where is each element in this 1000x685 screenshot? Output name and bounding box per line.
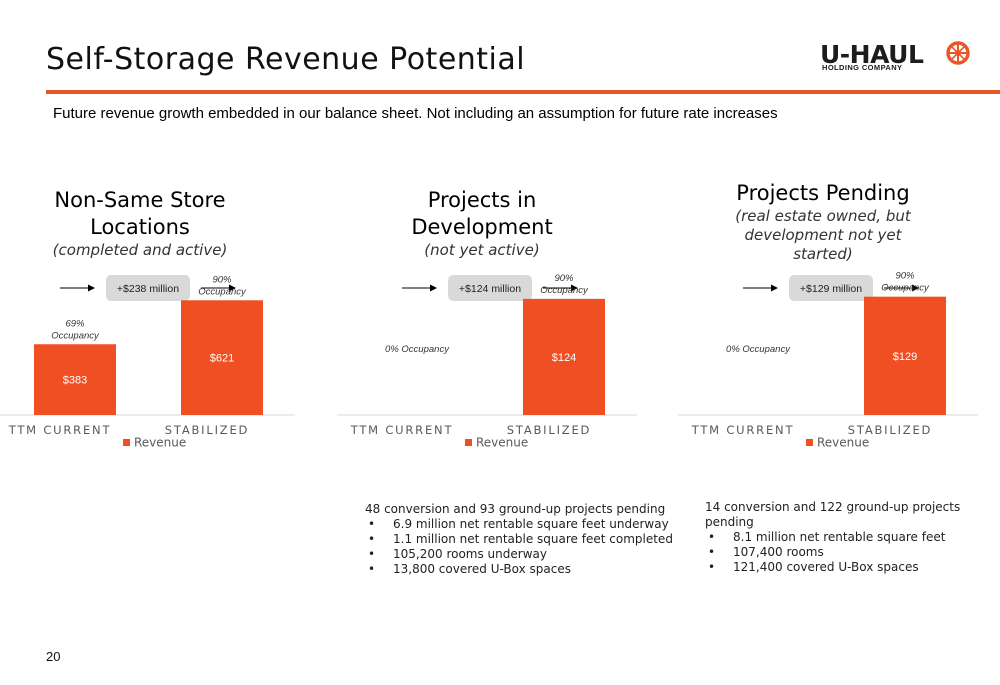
panel-subtitle-line: development not yet — [744, 226, 902, 244]
bar-data-label: $129 — [893, 351, 917, 363]
notes-bullet: 8.1 million net rentable square feet — [705, 530, 1000, 545]
chart-projects-pending: +$129 million 0% Occupancy TTM CURRENT $129… — [678, 272, 978, 450]
panel-subtitle-line: (real estate owned, but — [735, 207, 911, 225]
legend-label: Revenue — [134, 436, 186, 450]
occupancy-annotation: 0% Occupancy — [385, 344, 450, 355]
panel-subtitle-line: started) — [793, 245, 853, 263]
notes-bullet: 6.9 million net rentable square feet und… — [365, 517, 673, 532]
panel-projects-in-development: Projects in Development (not yet active)… — [327, 182, 637, 482]
occupancy-annotation: Occupancy — [198, 286, 247, 297]
revenue-bar — [34, 344, 116, 415]
panel-subtitle: (not yet active) — [327, 241, 637, 260]
arrow-head-icon — [430, 284, 437, 292]
arrow-head-icon — [771, 284, 778, 292]
panel-title-line: Development — [411, 215, 553, 239]
notes-bullet: 121,400 covered U-Box spaces — [705, 560, 1000, 575]
notes-bullet: 107,400 rooms — [705, 545, 1000, 560]
bar-data-label: $383 — [63, 375, 87, 387]
arrow-head-icon — [912, 284, 919, 292]
occupancy-annotation: Occupancy — [540, 285, 589, 296]
callout-box — [789, 275, 873, 301]
occupancy-annotation: 0% Occupancy — [726, 344, 791, 355]
panel-projects-pending: Projects Pending (real estate owned, but… — [668, 180, 978, 482]
legend-swatch — [123, 439, 130, 446]
occupancy-annotation: 69% — [65, 318, 85, 329]
legend-swatch — [806, 439, 813, 446]
callout-value: +$124 million — [459, 283, 521, 295]
revenue-bar — [523, 298, 605, 415]
panel-subtitle: (completed and active) — [0, 241, 295, 260]
panel-title-line: Non-Same Store — [54, 188, 226, 212]
occupancy-annotation: Occupancy — [881, 283, 930, 294]
arrow-head-icon — [229, 284, 236, 292]
legend-swatch — [465, 439, 472, 446]
panel-subtitle: (real estate owned, but development not … — [668, 207, 978, 264]
slide-subtitle: Future revenue growth embedded in our ba… — [53, 105, 778, 122]
x-tick-label: STABILIZED — [507, 423, 591, 437]
revenue-bar — [864, 296, 946, 415]
uhaul-logo: U-HAUL HOLDING COMPANY — [820, 40, 980, 74]
logo-tagline: HOLDING COMPANY — [822, 63, 903, 72]
page-number: 20 — [46, 649, 61, 664]
uhaul-wheel-icon — [946, 41, 970, 65]
arrow-head-icon — [88, 284, 95, 292]
bar-data-label: $621 — [210, 353, 234, 365]
notes-bullet-list: 8.1 million net rentable square feet 107… — [705, 530, 1000, 575]
occupancy-annotation: 90% — [895, 272, 915, 282]
notes-projects-pending: 14 conversion and 122 ground-up projects… — [705, 500, 1000, 575]
panel-subtitle-line: (completed and active) — [52, 241, 228, 259]
legend-label: Revenue — [476, 436, 528, 450]
panel-heading: Projects in Development (not yet active) — [327, 187, 637, 260]
occupancy-annotation: Occupancy — [51, 330, 100, 341]
occupancy-annotation: 90% — [554, 273, 574, 284]
x-tick-label: TTM CURRENT — [350, 423, 454, 437]
panel-title-line: Locations — [90, 215, 190, 239]
bar-data-label: $124 — [552, 352, 576, 364]
slide-title: Self-Storage Revenue Potential — [46, 42, 526, 77]
panel-title-line: Projects in — [427, 188, 537, 212]
x-tick-label: TTM CURRENT — [691, 423, 795, 437]
notes-heading: 48 conversion and 93 ground-up projects … — [365, 502, 666, 516]
legend-label: Revenue — [817, 436, 869, 450]
revenue-bar — [181, 300, 263, 415]
notes-heading: 14 conversion and 122 ground-up projects… — [705, 500, 961, 529]
panel-heading: Projects Pending (real estate owned, but… — [668, 180, 978, 264]
notes-bullet: 13,800 covered U-Box spaces — [365, 562, 673, 577]
panel-title: Non-Same Store Locations — [0, 187, 295, 241]
panel-title-line: Projects Pending — [736, 181, 910, 205]
title-rule — [46, 90, 1000, 94]
callout-box — [106, 275, 190, 301]
x-tick-label: STABILIZED — [165, 423, 249, 437]
notes-projects-in-development: 48 conversion and 93 ground-up projects … — [365, 502, 673, 577]
panel-subtitle-line: (not yet active) — [424, 241, 540, 259]
x-tick-label: STABILIZED — [848, 423, 932, 437]
arrow-head-icon — [571, 284, 578, 292]
callout-value: +$129 million — [800, 283, 862, 295]
x-tick-label: TTM CURRENT — [8, 423, 112, 437]
panel-title: Projects Pending — [668, 180, 978, 207]
panel-heading: Non-Same Store Locations (completed and … — [0, 187, 295, 260]
occupancy-annotation: 90% — [212, 274, 232, 285]
chart-projects-in-development: +$124 million 0% Occupancy TTM CURRENT $124… — [337, 273, 637, 450]
notes-bullet-list: 6.9 million net rentable square feet und… — [365, 517, 673, 577]
panel-non-same-store: Non-Same Store Locations (completed and … — [0, 182, 295, 482]
callout-box — [448, 275, 532, 301]
callout-value: +$238 million — [117, 283, 179, 295]
notes-bullet: 105,200 rooms underway — [365, 547, 673, 562]
panel-title: Projects in Development — [327, 187, 637, 241]
notes-bullet: 1.1 million net rentable square feet com… — [365, 532, 673, 547]
logo-wordmark: U-HAUL — [820, 40, 924, 69]
